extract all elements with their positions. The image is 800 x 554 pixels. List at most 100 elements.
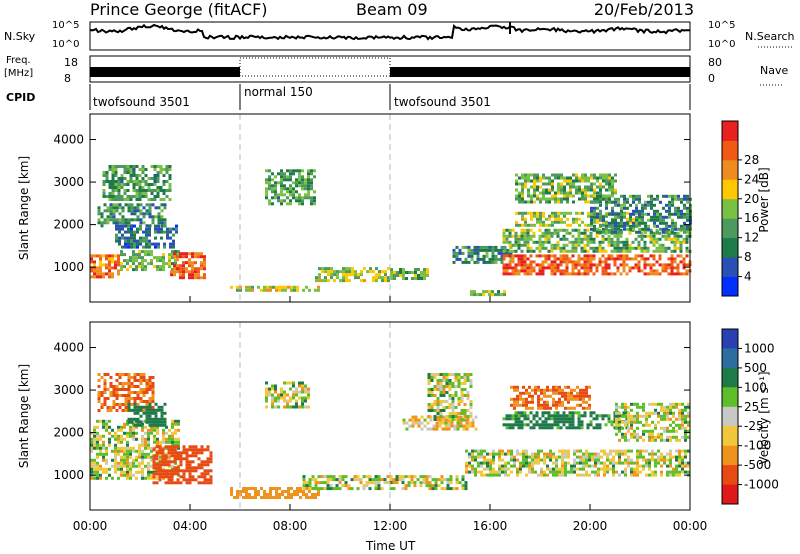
- data-cell: [169, 236, 172, 240]
- data-cell: [621, 449, 624, 453]
- data-cell: [167, 445, 171, 449]
- data-cell: [401, 478, 405, 482]
- data-cell: [99, 269, 102, 273]
- data-cell: [342, 276, 345, 280]
- data-cell: [600, 467, 603, 471]
- data-cell: [188, 252, 191, 256]
- data-cell: [559, 249, 563, 253]
- data-cell: [598, 249, 602, 253]
- data-cell: [96, 464, 99, 468]
- data-cell: [598, 240, 602, 244]
- data-cell: [567, 391, 570, 395]
- data-cell: [96, 425, 99, 429]
- data-cell: [153, 440, 156, 444]
- data-cell: [629, 218, 632, 222]
- data-cell: [511, 423, 515, 427]
- data-cell: [525, 391, 528, 395]
- data-cell: [619, 272, 623, 276]
- data-cell: [457, 382, 461, 385]
- data-cell: [546, 467, 549, 471]
- data-cell: [159, 268, 162, 272]
- velocity-colorbar-tick-label: 25: [744, 400, 759, 414]
- data-cell: [523, 272, 527, 276]
- data-cell: [97, 391, 101, 394]
- data-cell: [488, 260, 492, 264]
- data-cell: [150, 470, 153, 474]
- data-cell: [568, 249, 572, 253]
- data-cell: [625, 243, 629, 247]
- data-cell: [674, 206, 677, 210]
- data-cell: [624, 408, 627, 412]
- data-cell: [191, 454, 195, 458]
- data-cell: [176, 264, 179, 268]
- data-cell: [126, 470, 129, 474]
- power-colorbar-swatch: [722, 159, 738, 180]
- data-cell: [307, 405, 310, 409]
- data-cell: [640, 237, 644, 241]
- data-cell: [289, 202, 292, 206]
- data-cell: [593, 206, 596, 210]
- data-cell: [605, 214, 608, 218]
- data-cell: [606, 452, 609, 456]
- data-cell: [157, 230, 160, 234]
- data-cell: [669, 470, 672, 474]
- data-cell: [608, 224, 611, 228]
- data-cell: [283, 199, 286, 203]
- data-cell: [165, 195, 169, 198]
- data-cell: [605, 200, 608, 204]
- data-cell: [377, 487, 381, 491]
- data-cell: [90, 266, 93, 270]
- data-cell: [669, 464, 672, 468]
- data-cell: [109, 406, 113, 409]
- data-cell: [673, 231, 677, 235]
- data-cell: [260, 496, 263, 499]
- velocity-ytick-label: 3000: [53, 383, 84, 397]
- data-cell: [469, 400, 473, 403]
- data-cell: [586, 272, 590, 276]
- data-cell: [139, 239, 142, 243]
- data-cell: [557, 188, 560, 192]
- nave-tick-top: 80: [708, 56, 722, 69]
- data-cell: [411, 418, 415, 422]
- data-cell: [611, 182, 614, 186]
- data-cell: [562, 414, 566, 418]
- data-cell: [452, 251, 456, 255]
- data-cell: [148, 382, 152, 385]
- data-cell: [313, 199, 316, 203]
- data-cell: [616, 243, 620, 247]
- data-cell: [130, 203, 134, 207]
- data-cell: [544, 237, 548, 241]
- data-cell: [456, 427, 460, 431]
- data-cell: [174, 428, 177, 432]
- data-cell: [654, 438, 657, 442]
- data-cell: [115, 394, 119, 397]
- data-cell: [577, 263, 581, 267]
- data-cell: [489, 473, 492, 477]
- data-cell: [633, 432, 636, 436]
- data-cell: [588, 473, 591, 477]
- data-cell: [108, 419, 111, 423]
- data-cell: [540, 458, 543, 462]
- data-cell: [584, 223, 587, 227]
- data-cell: [106, 215, 110, 219]
- data-cell: [135, 177, 139, 180]
- data-cell: [151, 420, 155, 424]
- data-cell: [552, 467, 555, 471]
- data-cell: [351, 270, 354, 274]
- data-cell: [464, 481, 468, 485]
- data-cell: [498, 458, 501, 462]
- data-cell: [268, 184, 271, 188]
- data-cell: [129, 464, 132, 468]
- data-cell: [592, 411, 596, 415]
- data-cell: [206, 469, 210, 473]
- data-cell: [459, 421, 463, 425]
- data-cell: [485, 248, 489, 252]
- data-cell: [126, 262, 129, 266]
- data-cell: [423, 418, 427, 422]
- data-cell: [445, 379, 449, 382]
- data-cell: [515, 173, 518, 177]
- data-cell: [501, 467, 504, 471]
- data-cell: [541, 231, 545, 235]
- data-cell: [174, 262, 177, 266]
- data-cell: [254, 496, 257, 499]
